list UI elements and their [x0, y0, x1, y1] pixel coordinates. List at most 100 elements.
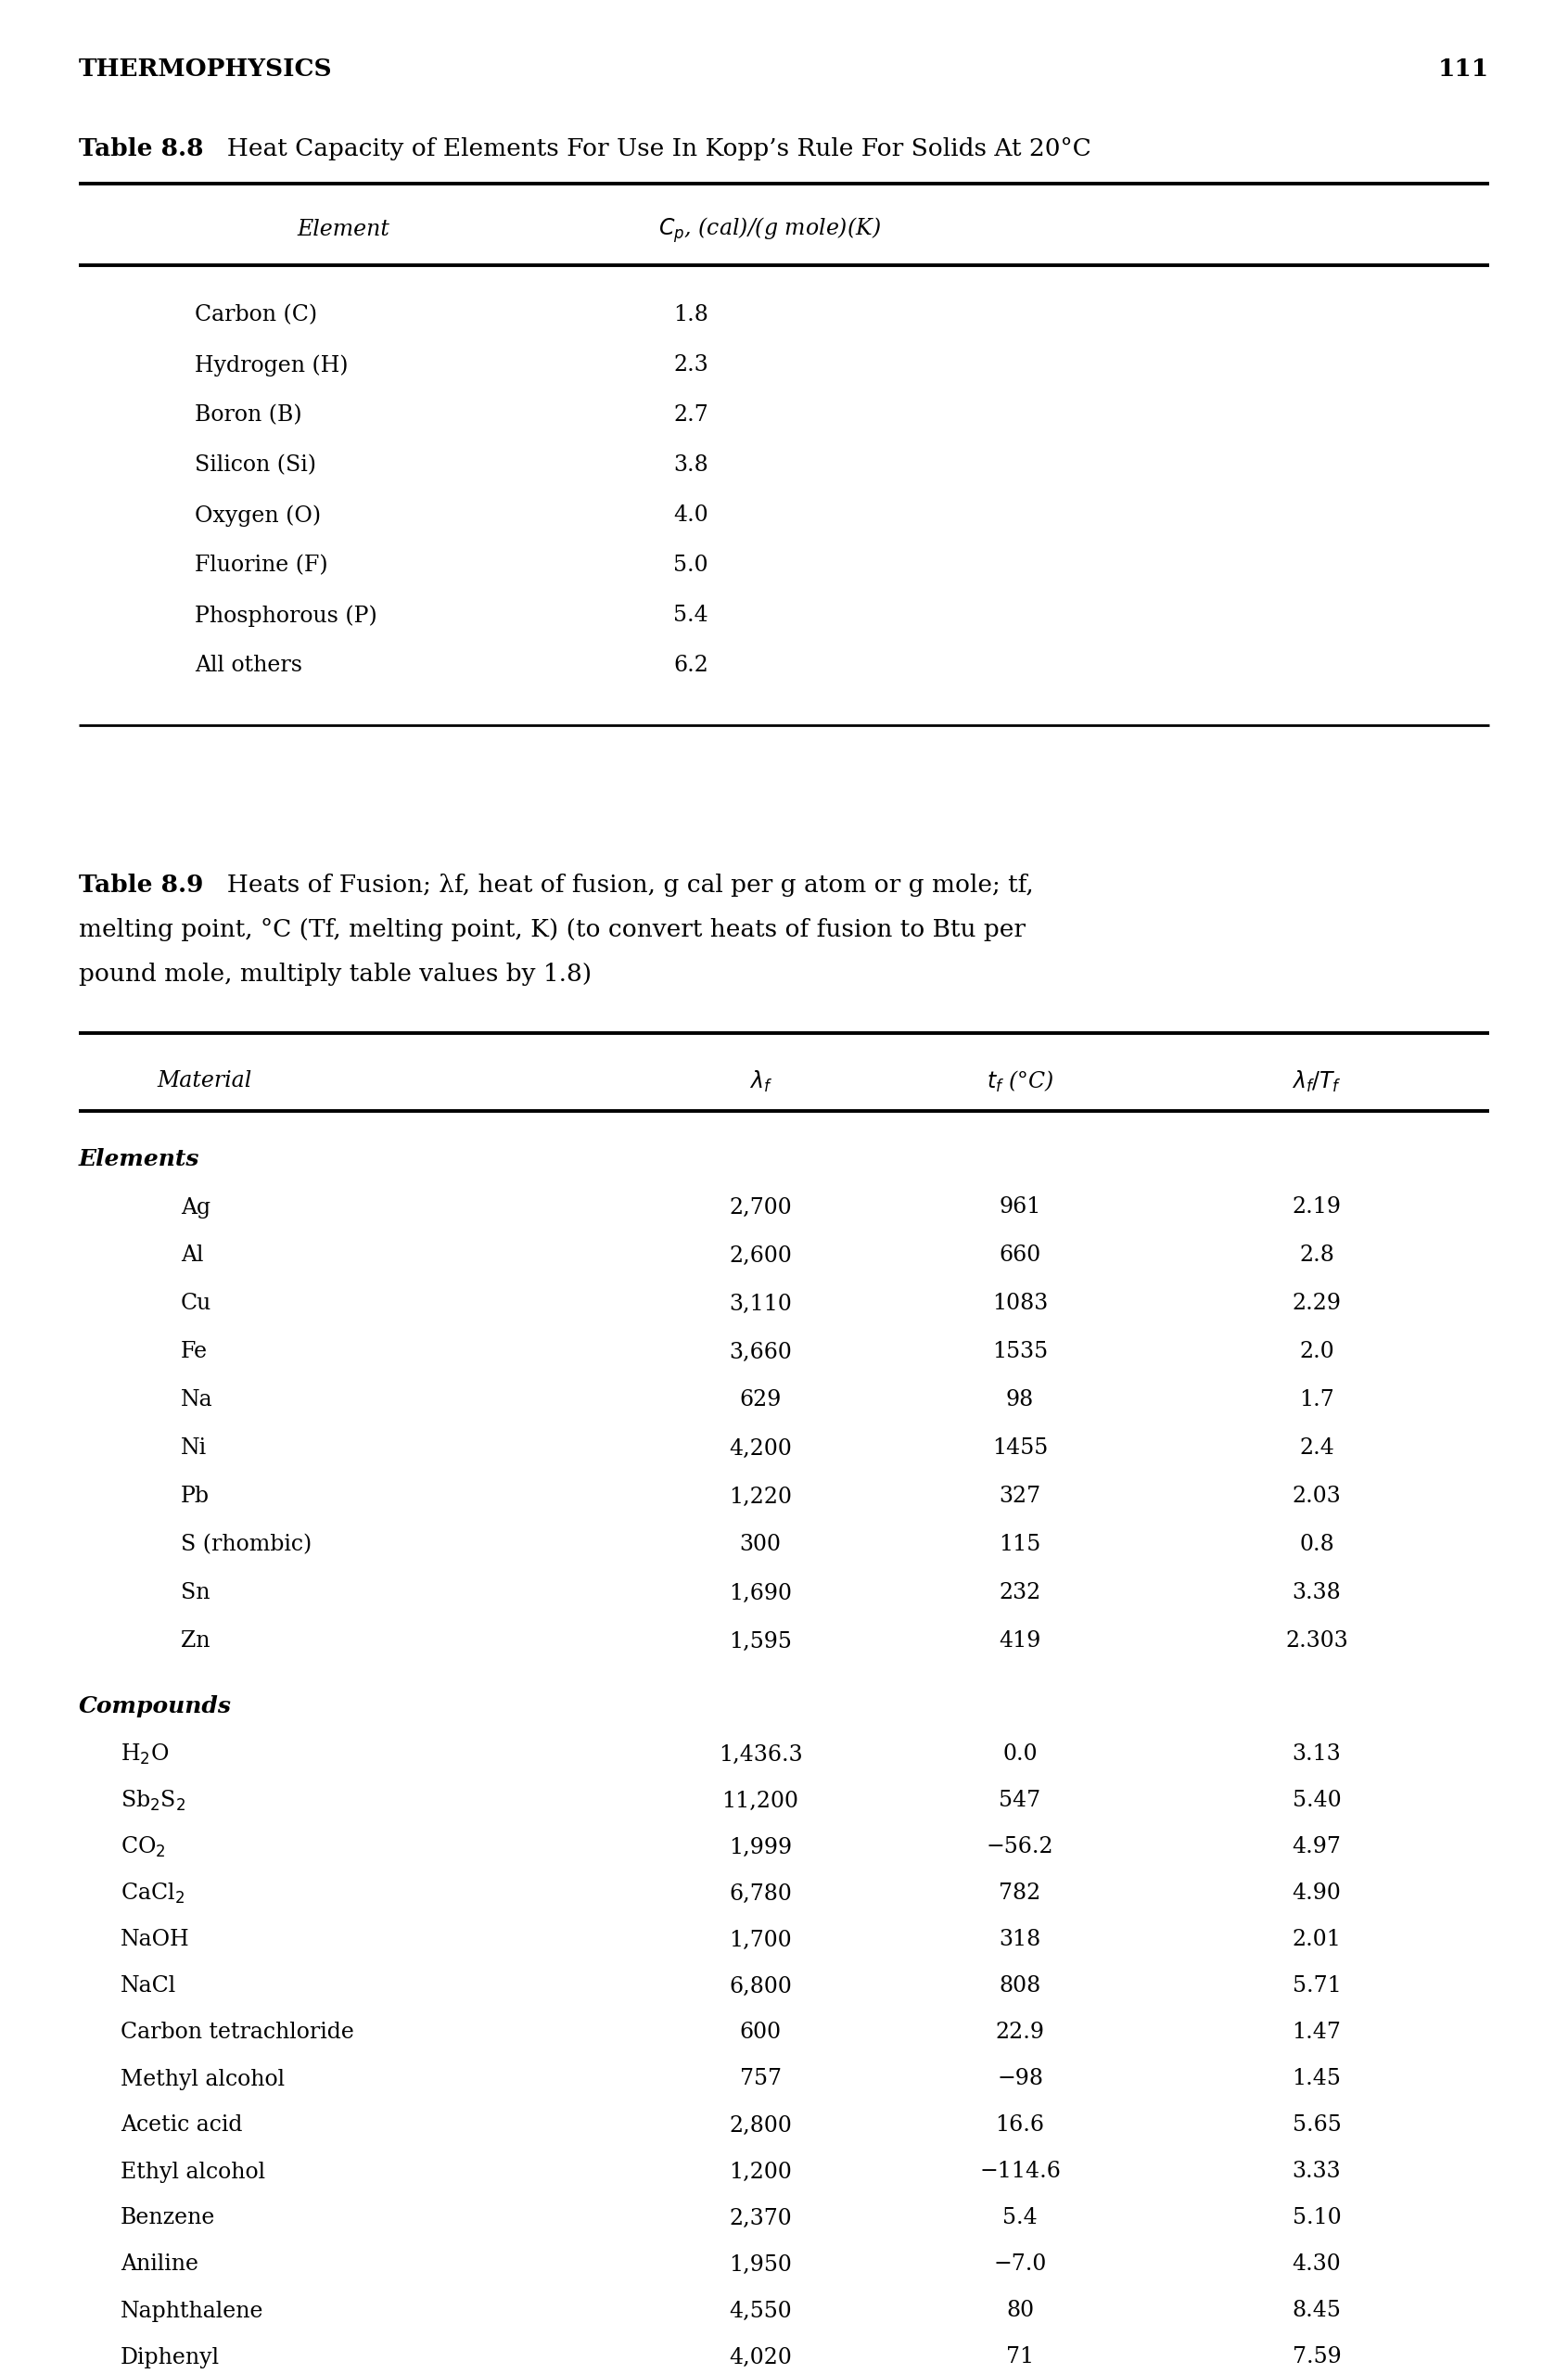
Text: 327: 327: [999, 1486, 1041, 1507]
Text: 71: 71: [1007, 2346, 1033, 2367]
Text: 5.4: 5.4: [673, 605, 709, 627]
Text: 2.03: 2.03: [1292, 1486, 1341, 1507]
Text: −7.0: −7.0: [994, 2253, 1046, 2274]
Text: pound mole, multiply table values by 1.8): pound mole, multiply table values by 1.8…: [78, 961, 591, 985]
Text: 232: 232: [999, 1583, 1041, 1605]
Text: All others: All others: [194, 655, 303, 677]
Text: 757: 757: [740, 2068, 781, 2089]
Text: 4,020: 4,020: [729, 2346, 792, 2367]
Text: 600: 600: [740, 2023, 781, 2044]
Text: 2.19: 2.19: [1292, 1196, 1341, 1218]
Text: NaOH: NaOH: [121, 1930, 190, 1951]
Text: $\lambda_f/T_f$: $\lambda_f/T_f$: [1292, 1068, 1342, 1094]
Text: 660: 660: [999, 1244, 1041, 1265]
Text: Cu: Cu: [180, 1294, 212, 1315]
Text: 2.01: 2.01: [1292, 1930, 1341, 1951]
Text: −98: −98: [997, 2068, 1043, 2089]
Text: Compounds: Compounds: [78, 1695, 232, 1716]
Text: Acetic acid: Acetic acid: [121, 2115, 243, 2137]
Text: Boron (B): Boron (B): [194, 406, 303, 425]
Text: 6.2: 6.2: [673, 655, 709, 677]
Text: 1,200: 1,200: [729, 2160, 792, 2182]
Text: 1.8: 1.8: [673, 304, 709, 325]
Text: Table 8.8: Table 8.8: [78, 138, 204, 159]
Text: 3.8: 3.8: [673, 456, 709, 477]
Text: 1455: 1455: [993, 1439, 1047, 1460]
Text: 1.47: 1.47: [1292, 2023, 1341, 2044]
Text: NaCl: NaCl: [121, 1975, 177, 1997]
Text: 0.0: 0.0: [1002, 1745, 1038, 1766]
Text: 3.33: 3.33: [1292, 2160, 1341, 2182]
Text: 2,370: 2,370: [729, 2208, 792, 2229]
Text: 419: 419: [999, 1631, 1041, 1652]
Text: Element: Element: [296, 218, 389, 240]
Text: Silicon (Si): Silicon (Si): [194, 456, 317, 477]
Text: CaCl$_2$: CaCl$_2$: [121, 1883, 185, 1906]
Text: Diphenyl: Diphenyl: [121, 2346, 220, 2367]
Text: 4,200: 4,200: [729, 1439, 792, 1460]
Text: Sb$_2$S$_2$: Sb$_2$S$_2$: [121, 1788, 185, 1814]
Text: Pb: Pb: [180, 1486, 210, 1507]
Text: Hydrogen (H): Hydrogen (H): [194, 354, 348, 377]
Text: 3,660: 3,660: [729, 1341, 792, 1363]
Text: 7.59: 7.59: [1292, 2346, 1341, 2367]
Text: 2.0: 2.0: [1300, 1341, 1334, 1363]
Text: 5.0: 5.0: [673, 556, 709, 577]
Text: Ni: Ni: [180, 1439, 207, 1460]
Text: 1,700: 1,700: [729, 1930, 792, 1951]
Text: Heat Capacity of Elements For Use In Kopp’s Rule For Solids At 20°C: Heat Capacity of Elements For Use In Kop…: [212, 138, 1091, 159]
Text: 6,780: 6,780: [729, 1883, 792, 1904]
Text: 1,436.3: 1,436.3: [718, 1745, 803, 1766]
Text: −114.6: −114.6: [980, 2160, 1060, 2182]
Text: 80: 80: [1007, 2300, 1033, 2322]
Text: 5.4: 5.4: [1002, 2208, 1038, 2229]
Text: 11,200: 11,200: [721, 1790, 798, 1811]
Text: 2.3: 2.3: [673, 354, 709, 375]
Text: 4.90: 4.90: [1292, 1883, 1341, 1904]
Text: 6,800: 6,800: [729, 1975, 792, 1997]
Text: H$_2$O: H$_2$O: [121, 1743, 169, 1766]
Text: Methyl alcohol: Methyl alcohol: [121, 2068, 285, 2089]
Text: Sn: Sn: [180, 1583, 210, 1605]
Text: 1.7: 1.7: [1300, 1389, 1334, 1410]
Text: 115: 115: [999, 1534, 1041, 1555]
Text: 961: 961: [999, 1196, 1041, 1218]
Text: Carbon (C): Carbon (C): [194, 304, 317, 325]
Text: 808: 808: [999, 1975, 1041, 1997]
Text: 22.9: 22.9: [996, 2023, 1044, 2044]
Text: 4,550: 4,550: [729, 2300, 792, 2322]
Text: $t_f$ (°C): $t_f$ (°C): [986, 1068, 1054, 1094]
Text: 5.71: 5.71: [1292, 1975, 1341, 1997]
Text: 8.45: 8.45: [1292, 2300, 1341, 2322]
Text: 300: 300: [740, 1534, 781, 1555]
Text: 5.65: 5.65: [1292, 2115, 1341, 2137]
Text: 2.303: 2.303: [1286, 1631, 1348, 1652]
Text: 3,110: 3,110: [729, 1294, 792, 1315]
Text: Naphthalene: Naphthalene: [121, 2300, 263, 2322]
Text: 4.0: 4.0: [673, 506, 709, 527]
Text: Na: Na: [180, 1389, 213, 1410]
Text: 2.4: 2.4: [1300, 1439, 1334, 1460]
Text: Zn: Zn: [180, 1631, 210, 1652]
Text: THERMOPHYSICS: THERMOPHYSICS: [78, 57, 332, 81]
Text: 4.97: 4.97: [1292, 1837, 1341, 1859]
Text: Al: Al: [180, 1244, 204, 1265]
Text: 1083: 1083: [993, 1294, 1047, 1315]
Text: Fe: Fe: [180, 1341, 209, 1363]
Text: 3.38: 3.38: [1292, 1583, 1341, 1605]
Text: 5.10: 5.10: [1292, 2208, 1341, 2229]
Text: Fluorine (F): Fluorine (F): [194, 556, 328, 577]
Text: 2.29: 2.29: [1292, 1294, 1341, 1315]
Text: 1,220: 1,220: [729, 1486, 792, 1507]
Text: Heats of Fusion; λf, heat of fusion, g cal per g atom or g mole; tf,: Heats of Fusion; λf, heat of fusion, g c…: [212, 874, 1033, 897]
Text: 0.8: 0.8: [1300, 1534, 1334, 1555]
Text: 111: 111: [1438, 57, 1490, 81]
Text: Benzene: Benzene: [121, 2208, 215, 2229]
Text: 547: 547: [999, 1790, 1041, 1811]
Text: 1535: 1535: [993, 1341, 1047, 1363]
Text: Ethyl alcohol: Ethyl alcohol: [121, 2160, 265, 2182]
Text: Oxygen (O): Oxygen (O): [194, 506, 321, 527]
Text: S (rhombic): S (rhombic): [180, 1534, 312, 1555]
Text: 4.30: 4.30: [1292, 2253, 1341, 2274]
Text: Material: Material: [157, 1071, 251, 1092]
